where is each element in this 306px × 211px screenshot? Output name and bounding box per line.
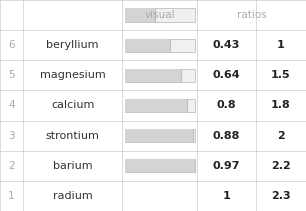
Text: calcium: calcium xyxy=(51,100,94,111)
Bar xyxy=(125,69,195,82)
Text: 2.3: 2.3 xyxy=(271,191,291,201)
Bar xyxy=(125,129,195,142)
Bar xyxy=(125,39,170,52)
Text: 0.97: 0.97 xyxy=(213,161,240,171)
Bar xyxy=(125,39,195,52)
Text: 1: 1 xyxy=(8,191,15,201)
Bar xyxy=(125,99,187,112)
Text: 1: 1 xyxy=(222,191,230,201)
Text: 6: 6 xyxy=(8,40,15,50)
Text: 1.8: 1.8 xyxy=(271,100,291,111)
Text: 2: 2 xyxy=(8,161,15,171)
Bar xyxy=(125,129,193,142)
Text: 0.8: 0.8 xyxy=(217,100,236,111)
Text: 1.5: 1.5 xyxy=(271,70,291,80)
Bar xyxy=(125,8,195,22)
Text: radium: radium xyxy=(53,191,92,201)
Text: 3: 3 xyxy=(8,131,15,141)
Text: 0.64: 0.64 xyxy=(213,70,240,80)
Bar xyxy=(125,69,181,82)
Text: 2.2: 2.2 xyxy=(271,161,291,171)
Text: 1: 1 xyxy=(277,40,285,50)
Text: visual: visual xyxy=(144,10,175,20)
Bar xyxy=(125,159,195,172)
Text: 5: 5 xyxy=(8,70,15,80)
Text: 4: 4 xyxy=(8,100,15,111)
Text: 0.43: 0.43 xyxy=(213,40,240,50)
Text: magnesium: magnesium xyxy=(40,70,106,80)
Text: ratios: ratios xyxy=(237,10,267,20)
Text: 0.88: 0.88 xyxy=(213,131,240,141)
Bar xyxy=(125,159,195,172)
Bar xyxy=(125,99,195,112)
Bar xyxy=(125,8,155,22)
Text: strontium: strontium xyxy=(46,131,100,141)
Text: barium: barium xyxy=(53,161,92,171)
Text: beryllium: beryllium xyxy=(47,40,99,50)
Text: 2: 2 xyxy=(277,131,285,141)
